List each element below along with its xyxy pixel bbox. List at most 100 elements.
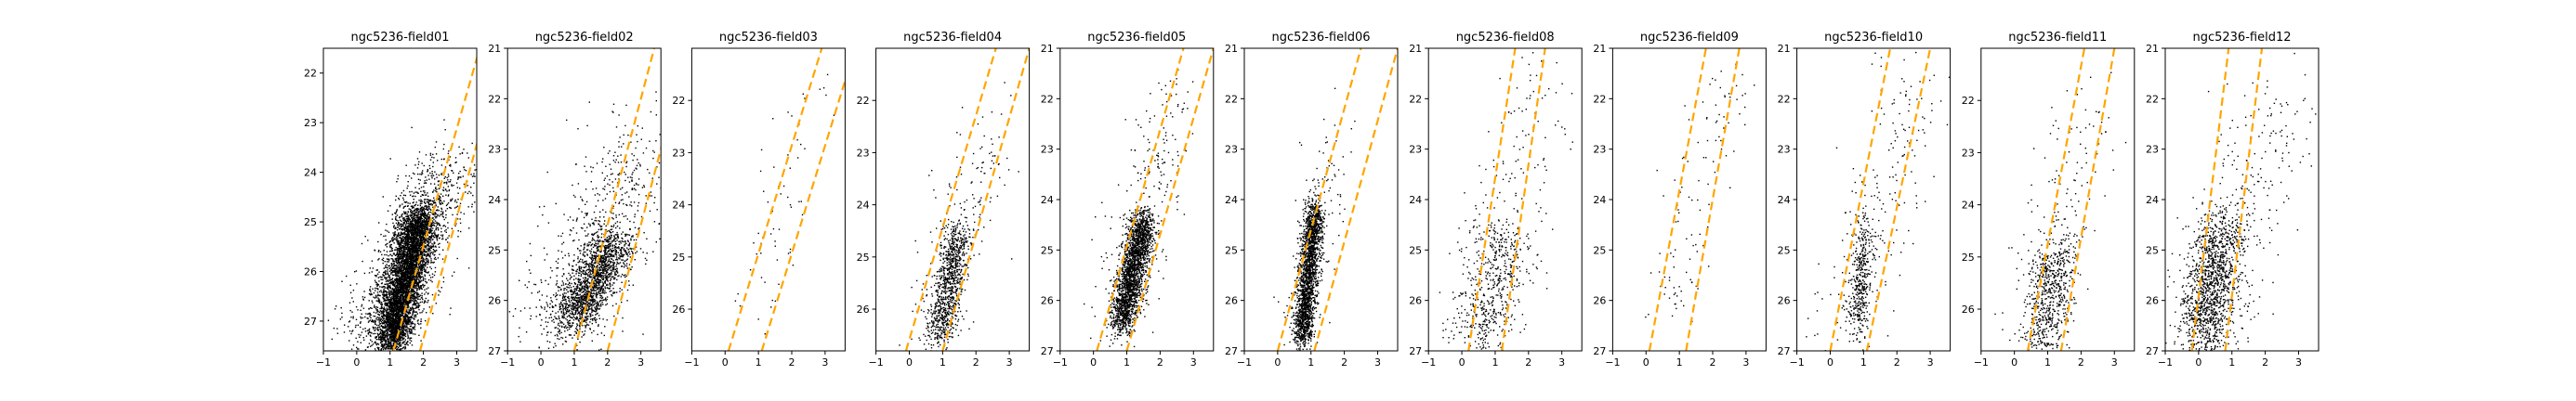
data-point bbox=[408, 208, 410, 210]
data-point bbox=[411, 242, 413, 244]
data-point bbox=[396, 329, 398, 330]
data-point bbox=[420, 233, 422, 236]
data-point bbox=[399, 234, 401, 237]
data-point bbox=[396, 325, 399, 327]
data-point bbox=[398, 270, 401, 272]
data-point bbox=[378, 314, 380, 317]
data-point bbox=[401, 312, 403, 314]
data-point bbox=[424, 301, 426, 303]
data-point bbox=[414, 221, 416, 223]
data-point bbox=[408, 330, 411, 332]
data-point bbox=[385, 340, 387, 343]
data-point bbox=[406, 213, 408, 215]
data-point bbox=[415, 284, 418, 287]
data-point bbox=[414, 195, 416, 198]
data-point bbox=[399, 266, 401, 268]
data-point bbox=[409, 236, 411, 238]
data-point bbox=[401, 302, 403, 304]
data-point bbox=[388, 267, 390, 269]
data-point bbox=[388, 305, 389, 307]
data-point bbox=[389, 294, 391, 296]
data-point bbox=[417, 221, 420, 223]
data-point bbox=[395, 341, 397, 343]
data-point bbox=[421, 214, 423, 216]
data-point bbox=[381, 335, 384, 338]
data-point bbox=[409, 253, 412, 255]
data-point bbox=[389, 317, 391, 318]
data-point bbox=[418, 293, 420, 295]
data-point bbox=[378, 349, 380, 351]
data-point bbox=[405, 296, 408, 298]
data-point bbox=[407, 293, 409, 295]
data-point bbox=[401, 314, 404, 316]
data-point bbox=[393, 330, 396, 332]
data-point bbox=[417, 240, 419, 243]
data-point bbox=[392, 336, 394, 338]
data-point bbox=[412, 276, 414, 278]
data-point bbox=[425, 291, 427, 293]
data-point bbox=[413, 215, 414, 217]
data-point bbox=[437, 209, 439, 211]
data-point bbox=[419, 286, 421, 288]
data-point bbox=[373, 291, 375, 294]
data-point bbox=[388, 295, 390, 297]
data-point bbox=[398, 349, 401, 351]
data-point bbox=[387, 266, 388, 269]
data-point bbox=[407, 229, 410, 231]
data-point bbox=[419, 251, 421, 252]
data-point bbox=[405, 265, 407, 268]
data-point bbox=[414, 295, 416, 297]
data-point bbox=[417, 268, 419, 271]
data-point bbox=[424, 246, 426, 248]
data-point bbox=[382, 322, 385, 325]
data-point bbox=[394, 282, 397, 284]
data-point bbox=[393, 269, 395, 272]
data-point bbox=[425, 239, 427, 241]
data-point bbox=[421, 211, 424, 213]
data-point bbox=[404, 260, 406, 263]
data-point bbox=[384, 300, 386, 302]
data-point bbox=[420, 288, 422, 290]
data-point bbox=[402, 255, 404, 258]
data-point bbox=[411, 253, 414, 256]
data-point bbox=[383, 295, 385, 297]
data-point bbox=[422, 229, 425, 232]
data-point bbox=[380, 348, 383, 350]
data-point bbox=[403, 227, 406, 229]
data-point bbox=[409, 265, 411, 266]
data-point bbox=[412, 258, 414, 260]
data-point bbox=[384, 327, 386, 330]
data-point bbox=[399, 216, 401, 219]
data-point bbox=[400, 294, 401, 296]
data-point bbox=[413, 286, 414, 288]
data-point bbox=[410, 317, 412, 319]
data-point bbox=[395, 322, 397, 324]
data-point bbox=[394, 330, 397, 332]
data-point bbox=[413, 322, 414, 325]
data-point bbox=[393, 312, 395, 315]
data-point bbox=[390, 298, 392, 300]
data-point bbox=[401, 288, 403, 291]
data-point bbox=[384, 315, 386, 317]
data-point bbox=[406, 226, 408, 228]
data-point bbox=[420, 220, 422, 223]
data-point bbox=[392, 297, 394, 299]
data-point bbox=[419, 229, 421, 231]
data-point bbox=[420, 340, 422, 342]
data-point bbox=[419, 202, 422, 205]
data-point bbox=[387, 323, 388, 325]
data-point bbox=[420, 227, 422, 229]
data-point bbox=[412, 235, 414, 237]
data-point bbox=[399, 344, 401, 347]
data-point bbox=[386, 309, 388, 311]
data-point bbox=[374, 327, 375, 329]
data-point bbox=[429, 247, 432, 249]
data-point bbox=[381, 304, 383, 306]
data-point bbox=[397, 274, 399, 276]
data-point bbox=[418, 226, 421, 228]
data-point bbox=[418, 279, 420, 281]
data-point bbox=[408, 283, 410, 285]
data-point bbox=[385, 339, 387, 342]
data-point bbox=[433, 258, 436, 260]
data-point bbox=[421, 288, 423, 290]
